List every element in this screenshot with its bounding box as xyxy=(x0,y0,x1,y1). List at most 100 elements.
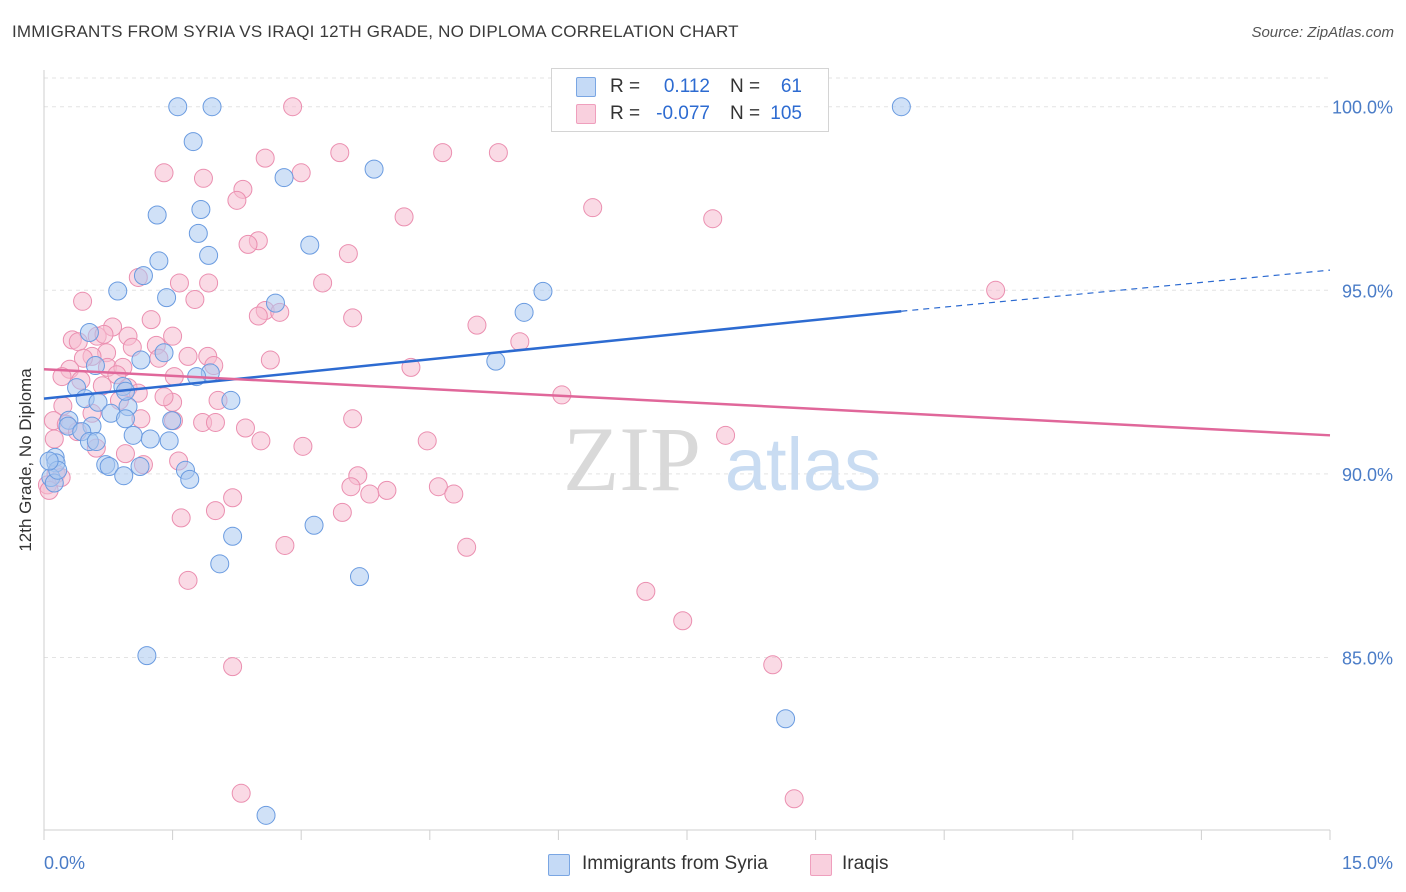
legend-n-value: 61 xyxy=(780,76,802,97)
syria-trend-extension xyxy=(901,269,1331,312)
syria-point xyxy=(514,302,534,322)
iraqi-point xyxy=(169,273,189,293)
iraqi-point xyxy=(313,273,333,293)
legend-r-value: -0.077 xyxy=(656,103,710,124)
syria-point xyxy=(300,235,320,255)
iraqi-point xyxy=(193,168,213,188)
iraqi-point xyxy=(178,570,198,590)
iraqi-point xyxy=(44,429,64,449)
source-label: Source: ZipAtlas.com xyxy=(1251,24,1394,41)
iraqi-point xyxy=(330,143,350,163)
syria-point xyxy=(304,515,324,535)
syria-point xyxy=(486,351,506,371)
syria-point xyxy=(199,245,219,265)
legend-swatch-syria xyxy=(576,77,596,97)
syria-point xyxy=(349,567,369,587)
iraqi-point xyxy=(332,502,352,522)
iraqi-trend-line xyxy=(43,367,1331,437)
syria-point xyxy=(79,323,99,343)
syria-point xyxy=(137,646,157,666)
syria-point xyxy=(108,281,128,301)
syria-point xyxy=(891,97,911,117)
syria-point xyxy=(188,223,208,243)
trend-lines xyxy=(43,269,1331,437)
syria-point xyxy=(533,281,553,301)
iraqi-point xyxy=(205,501,225,521)
series-swatch-iraqi xyxy=(810,854,832,876)
syria-point xyxy=(183,132,203,152)
correlation-legend: R = 0.112 N = 61 R = -0.077 N = 105 xyxy=(551,68,829,132)
iraqi-point xyxy=(293,436,313,456)
watermark: ZIP atlas xyxy=(563,408,881,510)
syria-point xyxy=(210,554,230,574)
iraqi-point xyxy=(428,477,448,497)
series-label-syria: Immigrants from Syria xyxy=(582,853,768,874)
syria-point xyxy=(162,411,182,431)
syria-point xyxy=(149,251,169,271)
syria-point xyxy=(265,293,285,313)
syria-point xyxy=(221,390,241,410)
iraqi-point xyxy=(377,480,397,500)
syria-point xyxy=(131,350,151,370)
syria-point xyxy=(191,200,211,220)
iraqi-point xyxy=(154,387,174,407)
syria-point xyxy=(147,205,167,225)
iraqi-point xyxy=(223,488,243,508)
iraqi-point xyxy=(171,508,191,528)
iraqi-point xyxy=(784,789,804,809)
iraqi-point xyxy=(510,332,530,352)
iraqi-point xyxy=(231,783,251,803)
iraqi-point xyxy=(636,581,656,601)
iraqi-points xyxy=(37,97,1006,809)
iraqi-point xyxy=(260,350,280,370)
syria-point xyxy=(123,425,143,445)
syria-point xyxy=(274,168,294,188)
iraqi-point xyxy=(763,655,783,675)
y-axis-label: 12th Grade, No Diploma xyxy=(16,368,35,552)
iraqi-point xyxy=(163,326,183,346)
iraqi-point xyxy=(343,308,363,328)
iraqi-point xyxy=(703,209,723,229)
iraqi-point xyxy=(291,163,311,183)
iraqi-point xyxy=(986,280,1006,300)
legend-n-label: N = xyxy=(730,76,761,97)
iraqi-point xyxy=(467,315,487,335)
x-tick-label-left: 0.0% xyxy=(44,853,85,873)
iraqi-point xyxy=(199,273,219,293)
chart-title: IMMIGRANTS FROM SYRIA VS IRAQI 12TH GRAD… xyxy=(12,22,739,41)
syria-point xyxy=(168,97,188,117)
iraqi-point xyxy=(248,306,268,326)
iraqi-point xyxy=(275,535,295,555)
syria-point xyxy=(364,159,384,179)
series-label-iraqi: Iraqis xyxy=(842,853,889,874)
iraqi-point xyxy=(360,484,380,504)
series-swatch-syria xyxy=(548,854,570,876)
x-tick-label-right: 15.0% xyxy=(1342,853,1393,873)
iraqi-point xyxy=(115,444,135,464)
iraqi-point xyxy=(255,148,275,168)
legend-n-label: N = xyxy=(730,103,761,124)
syria-point xyxy=(154,343,174,363)
syria-point xyxy=(180,469,200,489)
iraqi-point xyxy=(73,291,93,311)
syria-point xyxy=(115,409,135,429)
tick-labels: 100.0% 95.0% 90.0% 85.0% 0.0% 15.0% xyxy=(44,98,1393,873)
syria-point xyxy=(86,432,106,452)
syria-trend-line xyxy=(43,309,902,400)
iraqi-point xyxy=(283,97,303,117)
syria-point xyxy=(39,451,59,471)
legend-r-label: R = xyxy=(610,103,641,124)
iraqi-point xyxy=(223,657,243,677)
iraqi-point xyxy=(457,537,477,557)
iraqi-point xyxy=(488,143,508,163)
axes xyxy=(43,70,1331,840)
syria-point xyxy=(256,805,276,825)
syria-point xyxy=(157,288,177,308)
iraqi-point xyxy=(338,244,358,264)
iraqi-point xyxy=(583,198,603,218)
iraqi-point xyxy=(417,431,437,451)
iraqi-point xyxy=(141,310,161,330)
watermark-zip: ZIP xyxy=(563,408,701,510)
syria-point xyxy=(133,266,153,286)
